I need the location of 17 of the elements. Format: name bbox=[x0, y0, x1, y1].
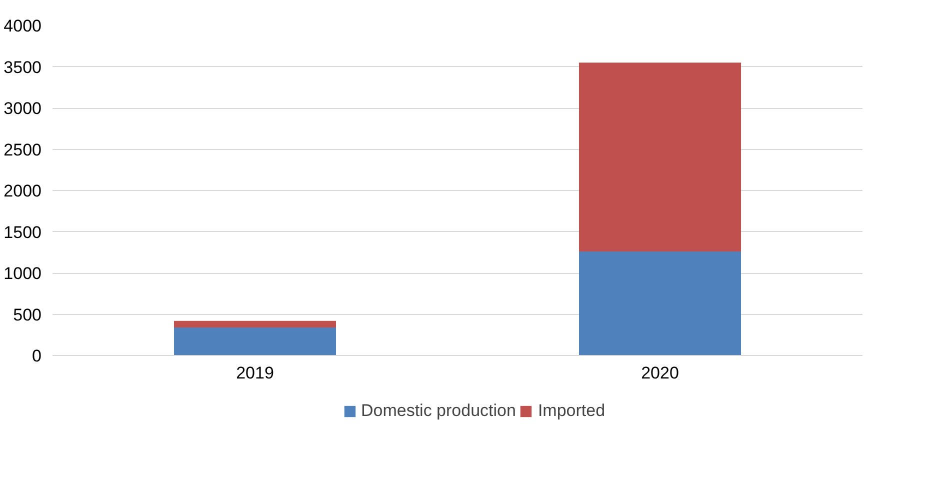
y-tick-label: 2500 bbox=[4, 140, 42, 160]
y-tick-label: 0 bbox=[32, 346, 42, 366]
y-tick-label: 3000 bbox=[4, 99, 42, 118]
y-tick-label: 2000 bbox=[4, 182, 42, 200]
y-tick-label: 4000 bbox=[4, 16, 42, 36]
bar bbox=[579, 62, 741, 252]
y-tick-label: 1500 bbox=[4, 222, 42, 242]
bar bbox=[174, 327, 336, 356]
legend-label: Domestic production bbox=[360, 401, 516, 421]
y-tick-label: 3500 bbox=[4, 58, 42, 77]
y-tick-label: 500 bbox=[13, 305, 42, 324]
y-tick-label: 1000 bbox=[4, 264, 42, 283]
legend-label: Imported bbox=[538, 401, 606, 421]
x-tick-label: 2019 bbox=[236, 364, 274, 382]
bar bbox=[579, 252, 741, 356]
bar bbox=[174, 320, 336, 328]
x-tick-label: 2020 bbox=[641, 364, 679, 382]
